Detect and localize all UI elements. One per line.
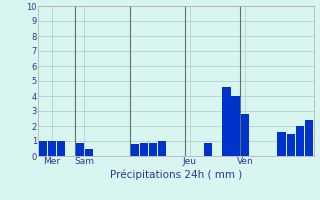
Bar (222, 87, 231, 156)
Bar (149, 143, 157, 156)
Bar (286, 134, 295, 156)
Bar (131, 144, 139, 156)
Bar (305, 120, 313, 156)
Bar (85, 148, 93, 156)
Bar (57, 141, 66, 156)
Bar (48, 141, 56, 156)
Bar (241, 114, 249, 156)
X-axis label: Précipitations 24h ( mm ): Précipitations 24h ( mm ) (110, 169, 242, 180)
Bar (140, 143, 148, 156)
Bar (231, 96, 240, 156)
Bar (76, 142, 84, 156)
Bar (39, 141, 47, 156)
Bar (158, 141, 166, 156)
Bar (296, 126, 304, 156)
Bar (204, 142, 212, 156)
Bar (277, 132, 286, 156)
